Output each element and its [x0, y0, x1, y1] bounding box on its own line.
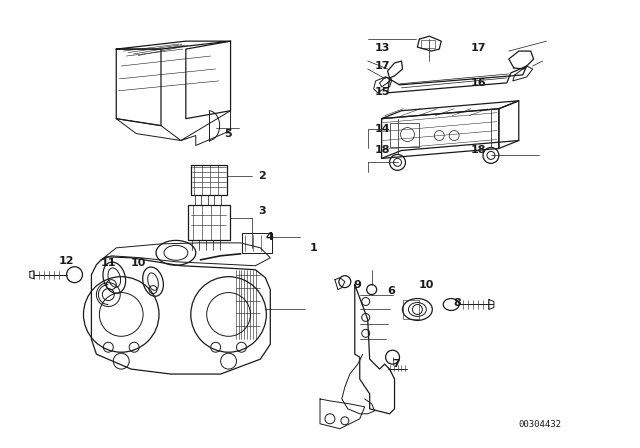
Text: 15: 15	[374, 87, 390, 97]
Text: 10: 10	[131, 258, 147, 268]
Text: 6: 6	[388, 285, 396, 296]
Text: 11: 11	[100, 258, 116, 268]
Text: 8: 8	[453, 297, 461, 307]
Text: 17: 17	[374, 61, 390, 71]
Text: 1: 1	[310, 243, 318, 253]
Text: 13: 13	[374, 43, 390, 53]
Text: 18: 18	[471, 146, 486, 155]
Bar	[390, 123, 419, 147]
Text: 17: 17	[471, 43, 486, 53]
Bar	[403, 300, 419, 319]
Bar	[421, 40, 435, 48]
Bar	[191, 165, 227, 195]
Bar	[243, 233, 272, 253]
Text: 9: 9	[354, 280, 362, 289]
Text: 12: 12	[59, 256, 74, 266]
Text: 5: 5	[225, 129, 232, 138]
Text: 2: 2	[259, 171, 266, 181]
Text: 3: 3	[259, 206, 266, 216]
Text: 16: 16	[471, 78, 486, 88]
Text: 18: 18	[374, 146, 390, 155]
Text: 7: 7	[392, 359, 400, 369]
Text: 14: 14	[374, 124, 390, 134]
Text: 4: 4	[266, 232, 273, 242]
Text: 10: 10	[419, 280, 434, 289]
Bar	[188, 205, 230, 240]
Text: 00304432: 00304432	[519, 420, 562, 429]
